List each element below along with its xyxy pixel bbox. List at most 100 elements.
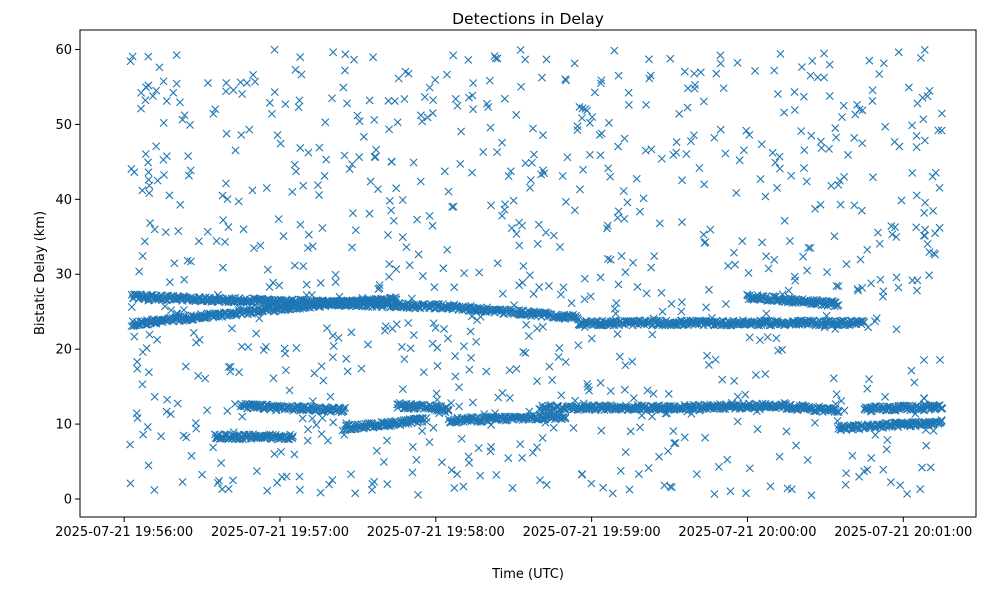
detection-marker — [857, 206, 866, 215]
detection-marker — [604, 118, 613, 127]
detection-marker — [683, 84, 692, 93]
detection-marker — [615, 352, 624, 361]
detection-marker — [179, 305, 188, 314]
detection-marker — [707, 313, 716, 322]
detection-marker — [186, 166, 195, 175]
detection-marker — [363, 340, 372, 349]
detection-marker — [711, 355, 720, 364]
detection-marker — [544, 281, 553, 290]
detection-marker — [468, 91, 477, 100]
detection-marker — [504, 172, 513, 181]
detection-marker — [450, 283, 459, 292]
detection-marker — [919, 406, 928, 415]
x-tick-label: 2025-07-21 19:58:00 — [367, 525, 505, 540]
detection-marker — [498, 211, 507, 220]
detection-marker — [159, 77, 168, 86]
detection-marker — [575, 185, 584, 194]
detection-marker — [623, 198, 632, 207]
detection-marker — [701, 433, 710, 442]
detection-marker — [921, 198, 930, 207]
detection-marker — [334, 333, 343, 342]
detection-marker — [281, 100, 290, 109]
detection-marker — [329, 48, 338, 57]
detection-marker — [733, 392, 742, 401]
detection-marker — [558, 172, 567, 180]
detection-marker — [453, 470, 462, 479]
detection-marker — [890, 137, 899, 146]
detection-marker — [860, 318, 869, 327]
detection-marker — [797, 63, 806, 72]
detection-marker — [519, 262, 528, 271]
detection-marker — [768, 148, 777, 157]
detection-marker — [184, 152, 193, 161]
detection-marker — [194, 237, 203, 246]
detection-marker — [825, 60, 834, 69]
detection-marker — [239, 225, 248, 234]
detection-marker — [418, 427, 427, 436]
detection-marker — [473, 316, 482, 325]
detection-marker — [418, 117, 427, 126]
detection-marker — [383, 480, 392, 489]
detection-marker — [145, 330, 154, 339]
y-axis-label: Bistatic Delay (km) — [33, 211, 48, 335]
detection-marker — [735, 156, 744, 165]
detection-marker — [407, 294, 416, 303]
detection-marker — [384, 96, 393, 105]
detection-marker — [328, 94, 337, 103]
detection-marker — [186, 121, 194, 129]
detection-marker — [841, 480, 850, 489]
detection-marker — [570, 59, 579, 68]
detection-marker — [211, 105, 220, 114]
detection-marker — [680, 67, 689, 76]
x-tick-label: 2025-07-21 20:00:00 — [678, 525, 816, 540]
detection-marker — [294, 103, 303, 112]
detection-marker — [597, 76, 606, 85]
detection-marker — [561, 197, 570, 206]
detection-marker — [304, 148, 313, 157]
detection-marker — [892, 233, 901, 241]
detection-marker — [290, 261, 299, 270]
detection-marker — [291, 65, 300, 74]
detection-marker — [628, 357, 637, 366]
detection-marker — [379, 458, 388, 466]
detection-marker — [578, 470, 587, 478]
detection-marker — [163, 395, 172, 404]
detection-marker — [834, 282, 843, 291]
detection-marker — [785, 237, 794, 245]
detection-marker — [140, 237, 149, 246]
detection-marker — [655, 452, 664, 461]
detection-marker — [315, 143, 324, 152]
detection-marker — [723, 455, 732, 464]
detection-marker — [464, 93, 473, 102]
detection-marker — [621, 268, 630, 277]
detection-marker — [772, 334, 781, 343]
detection-marker — [439, 324, 448, 333]
detection-marker — [144, 368, 153, 377]
detection-marker — [850, 133, 859, 142]
detection-marker — [537, 170, 546, 179]
detection-marker — [773, 90, 782, 99]
detection-marker — [295, 485, 304, 494]
detection-marker — [288, 432, 297, 441]
detection-marker — [231, 400, 240, 409]
detection-marker — [343, 99, 352, 108]
detection-marker — [782, 427, 791, 436]
detection-marker — [340, 151, 349, 160]
detection-marker — [538, 131, 547, 140]
detection-marker — [766, 482, 775, 491]
detection-marker — [930, 402, 939, 411]
detection-marker — [762, 309, 771, 318]
detection-marker — [580, 274, 589, 283]
detection-marker — [916, 485, 925, 494]
detection-marker — [822, 311, 831, 320]
detection-marker — [839, 101, 848, 110]
detection-marker — [883, 436, 892, 444]
detection-marker — [467, 353, 476, 362]
detection-marker — [886, 478, 895, 487]
detection-marker — [353, 111, 362, 120]
detection-marker — [764, 264, 773, 273]
detection-marker — [482, 367, 491, 376]
detection-marker — [938, 404, 947, 413]
detection-marker — [771, 158, 780, 167]
detection-marker — [569, 423, 578, 432]
